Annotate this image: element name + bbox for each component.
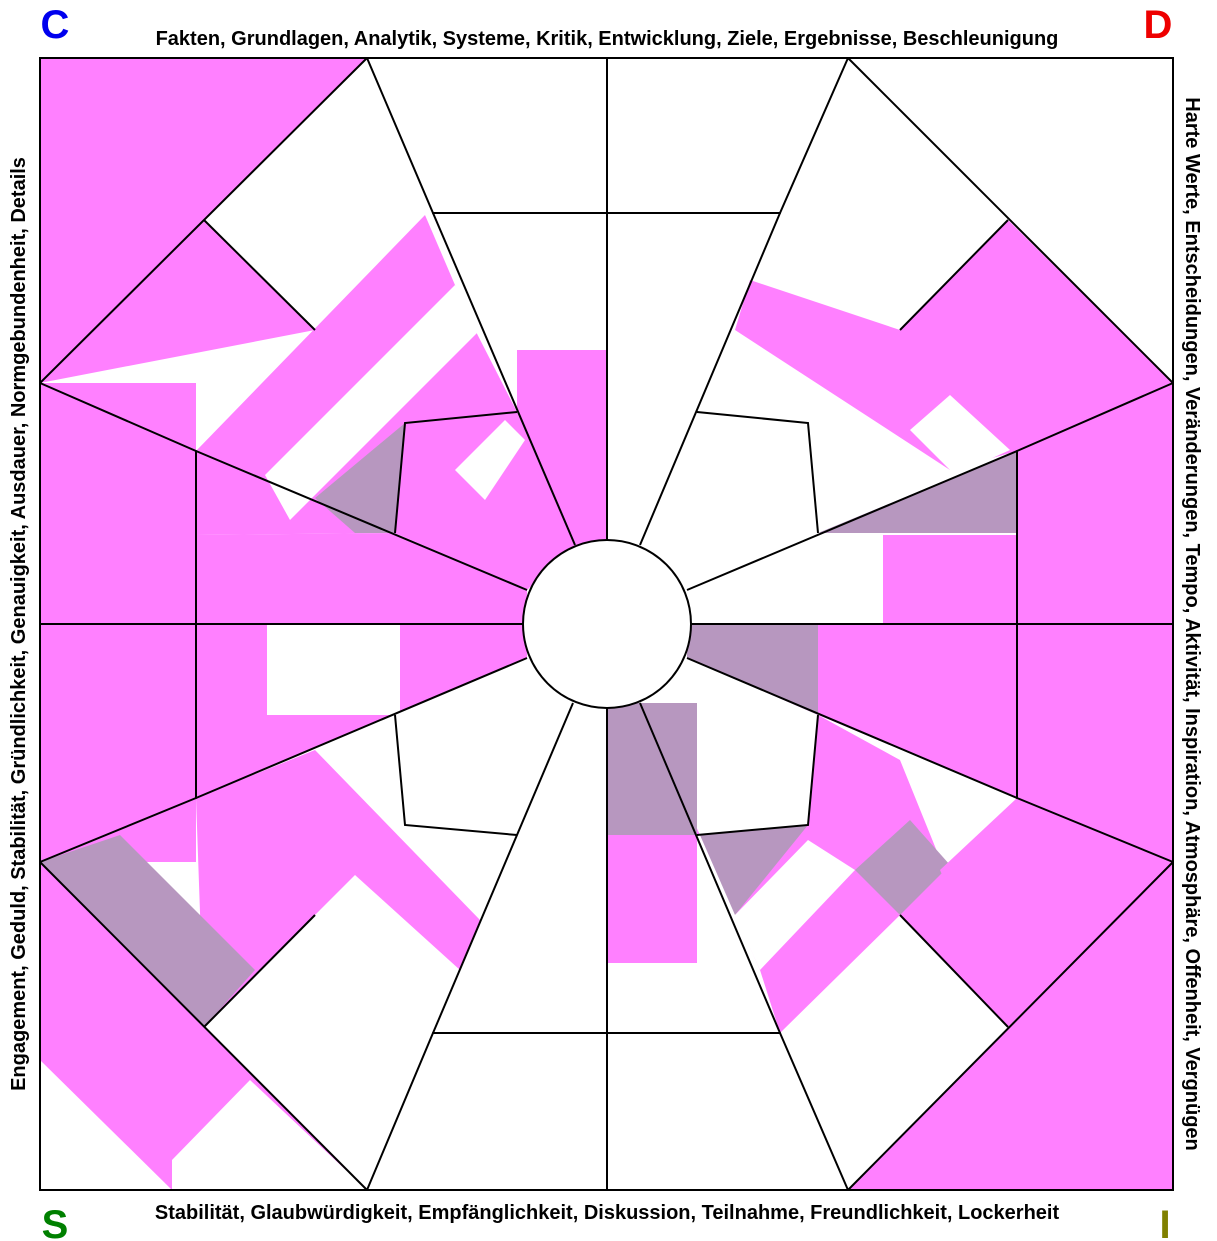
- corner-letter: I: [1159, 1203, 1170, 1241]
- side-label: Engagement, Geduld, Stabilität, Gründlic…: [8, 157, 30, 1091]
- side-label: Harte Werte, Entscheidungen, Veränderung…: [1181, 97, 1203, 1151]
- corner-letter: D: [1144, 3, 1173, 47]
- corner-letter: C: [41, 3, 70, 47]
- corner-letter: S: [42, 1203, 69, 1241]
- side-label: Stabilität, Glaubwürdigkeit, Empfänglich…: [155, 1202, 1060, 1224]
- side-label: Fakten, Grundlagen, Analytik, Systeme, K…: [156, 28, 1059, 50]
- outlines: [39, 57, 1174, 1191]
